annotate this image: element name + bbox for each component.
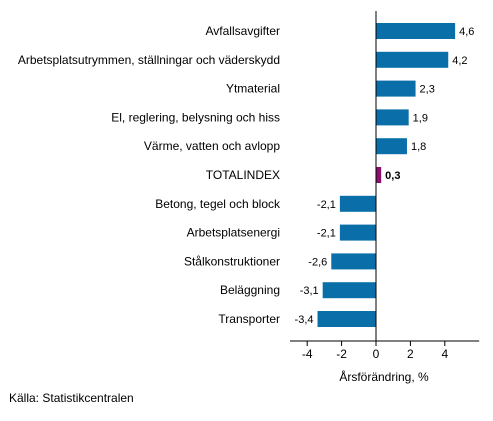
category-label: Arbetsplatsutrymmen, ställningar och väd…: [18, 53, 280, 67]
value-label: 1,8: [411, 141, 426, 153]
category-label: Avfallsavgifter: [206, 24, 280, 38]
value-label: 2,3: [420, 84, 435, 96]
bar: [331, 253, 376, 270]
value-label: -2,1: [317, 199, 336, 211]
x-tick-label: -4: [302, 347, 313, 361]
category-label: Transporter: [218, 312, 280, 326]
bar: [376, 138, 407, 155]
value-label: -3,1: [300, 285, 319, 297]
bar: [376, 23, 456, 39]
bar: [317, 311, 376, 327]
category-label: Värme, vatten och avlopp: [144, 139, 280, 153]
value-label: -2,1: [317, 228, 336, 240]
value-label: 4,2: [452, 55, 467, 67]
bar: [376, 80, 416, 97]
x-tick-label: 0: [373, 347, 380, 361]
x-axis-title: Årsförändring, %: [339, 369, 429, 384]
category-label: Beläggning: [220, 283, 280, 297]
bar: [376, 109, 409, 126]
bar: [376, 51, 449, 68]
category-label: Stålkonstruktioner: [184, 254, 280, 268]
category-label: El, reglering, belysning och hiss: [111, 110, 280, 124]
source-note: Källa: Statistikcentralen: [9, 391, 134, 405]
value-label: 0,3: [385, 170, 400, 182]
x-tick-label: 2: [407, 347, 414, 361]
bar: [339, 224, 376, 241]
category-label: TOTALINDEX: [206, 168, 280, 182]
category-label: Ytmaterial: [226, 82, 280, 96]
value-label: 4,6: [459, 26, 474, 38]
value-label: 1,9: [413, 112, 428, 124]
x-tick-label: 4: [441, 347, 448, 361]
x-tick-label: -2: [336, 347, 347, 361]
category-label: Betong, tegel och block: [155, 197, 281, 211]
bar: [322, 282, 376, 299]
category-label: Arbetsplatsenergi: [187, 226, 280, 240]
value-label: -2,6: [308, 256, 327, 268]
bar: [339, 195, 376, 212]
value-label: -3,4: [295, 314, 314, 326]
bar: [376, 167, 382, 183]
